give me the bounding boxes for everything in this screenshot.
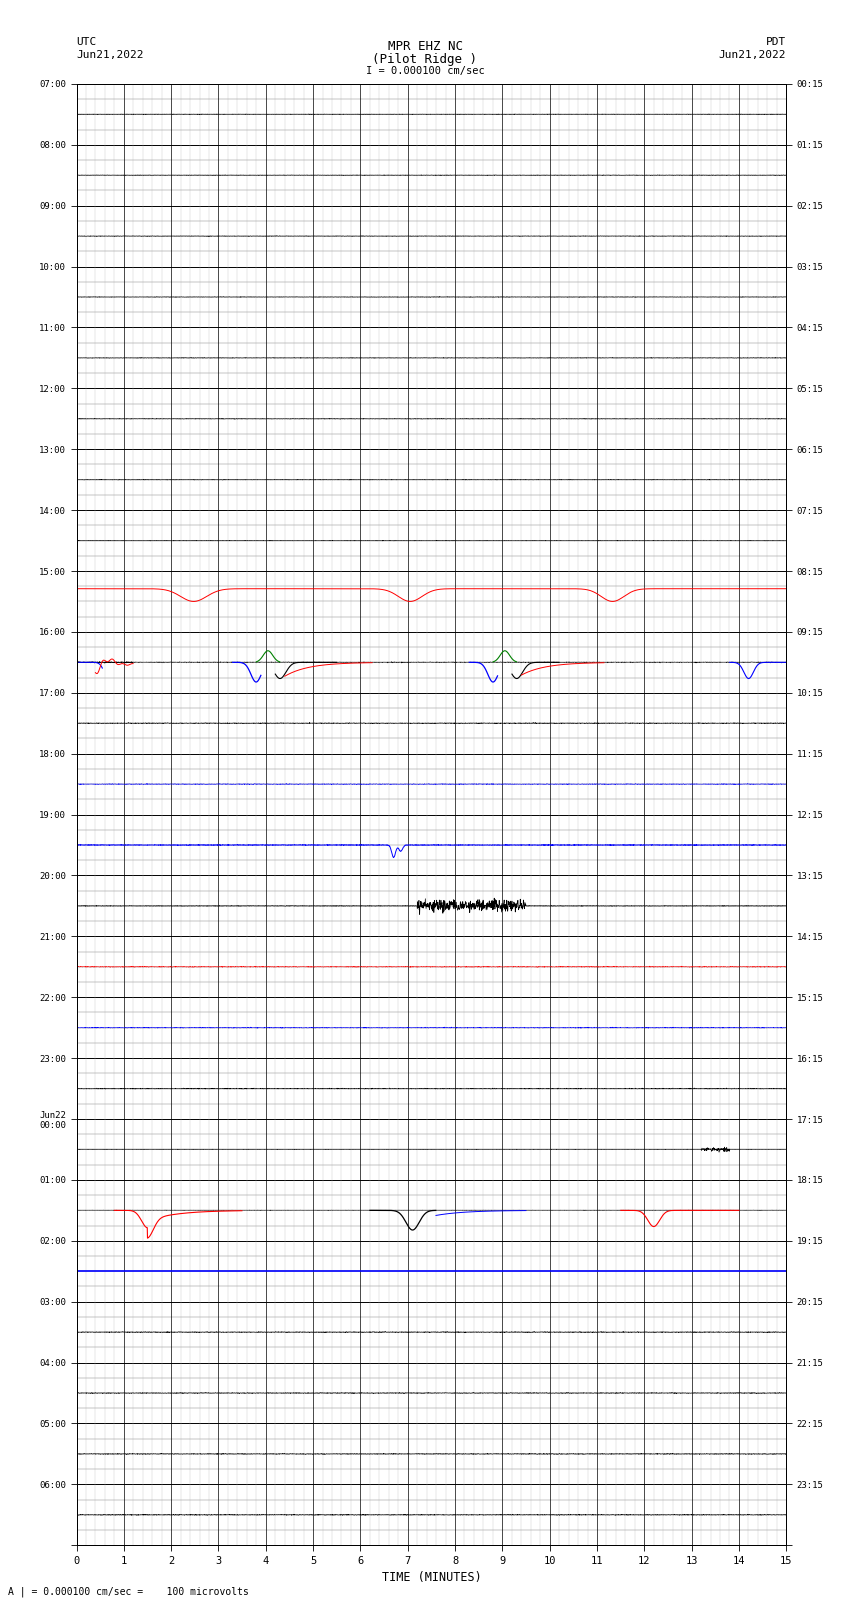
Text: Jun21,2022: Jun21,2022 [76, 50, 144, 60]
Text: Jun21,2022: Jun21,2022 [719, 50, 786, 60]
X-axis label: TIME (MINUTES): TIME (MINUTES) [382, 1571, 481, 1584]
Text: A | = 0.000100 cm/sec =    100 microvolts: A | = 0.000100 cm/sec = 100 microvolts [8, 1586, 249, 1597]
Text: (Pilot Ridge ): (Pilot Ridge ) [372, 53, 478, 66]
Text: PDT: PDT [766, 37, 786, 47]
Text: I = 0.000100 cm/sec: I = 0.000100 cm/sec [366, 66, 484, 76]
Text: UTC: UTC [76, 37, 97, 47]
Text: MPR EHZ NC: MPR EHZ NC [388, 40, 462, 53]
